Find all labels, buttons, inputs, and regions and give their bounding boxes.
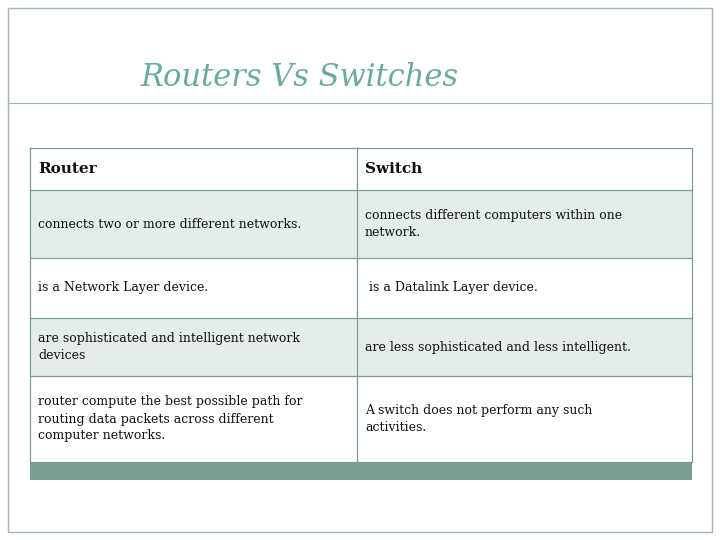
Bar: [357, 190, 692, 258]
Bar: [30, 462, 692, 480]
Text: are less sophisticated and less intelligent.: are less sophisticated and less intellig…: [365, 341, 631, 354]
Bar: [357, 318, 692, 376]
Text: Routers Vs Switches: Routers Vs Switches: [140, 63, 458, 93]
Bar: [30, 190, 357, 258]
Bar: [30, 148, 357, 190]
Text: is a Datalink Layer device.: is a Datalink Layer device.: [365, 281, 538, 294]
Text: router compute the best possible path for
routing data packets across different
: router compute the best possible path fo…: [38, 395, 302, 442]
Bar: [30, 258, 357, 318]
Text: Router: Router: [38, 162, 96, 176]
Text: are sophisticated and intelligent network
devices: are sophisticated and intelligent networ…: [38, 332, 300, 362]
Text: is a Network Layer device.: is a Network Layer device.: [38, 281, 208, 294]
Bar: [357, 258, 692, 318]
Text: Switch: Switch: [365, 162, 422, 176]
Bar: [30, 376, 357, 462]
Text: connects different computers within one
network.: connects different computers within one …: [365, 209, 622, 239]
Text: A switch does not perform any such
activities.: A switch does not perform any such activ…: [365, 404, 593, 434]
Bar: [357, 148, 692, 190]
Text: connects two or more different networks.: connects two or more different networks.: [38, 218, 301, 231]
Bar: [357, 376, 692, 462]
Bar: [30, 318, 357, 376]
